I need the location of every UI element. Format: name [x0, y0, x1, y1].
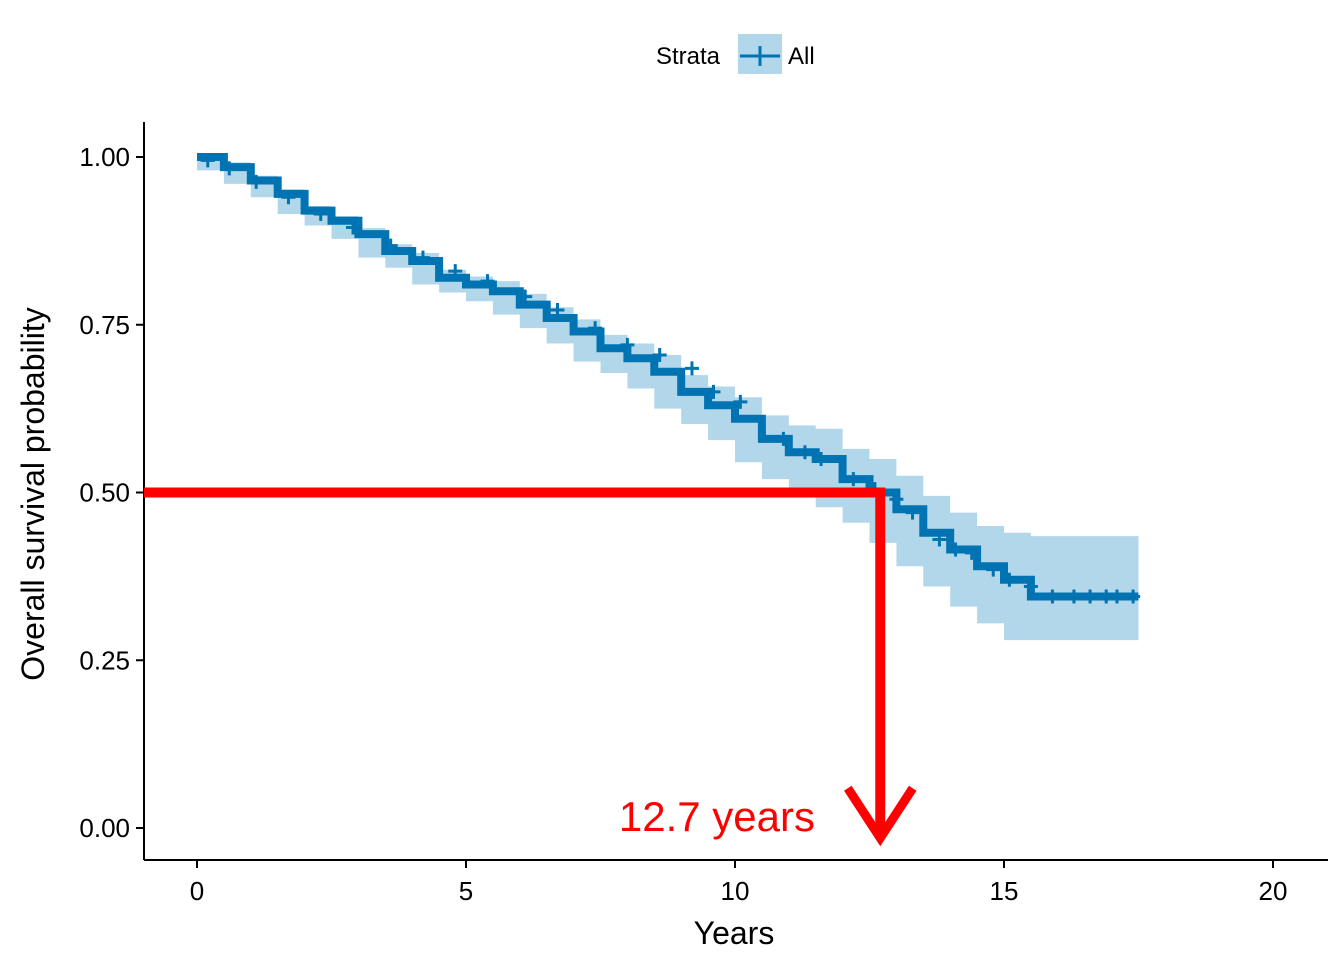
censor-mark: [964, 545, 979, 560]
median-annotation: 12.7 years: [144, 487, 917, 847]
censor-mark: [889, 492, 904, 507]
censor-mark: [313, 207, 328, 222]
x-tick-label: 15: [990, 876, 1019, 906]
median-arrowhead: [844, 785, 917, 847]
x-tick-label: 10: [721, 876, 750, 906]
censor-mark: [200, 153, 215, 168]
censor-mark: [415, 250, 430, 265]
median-label: 12.7 years: [619, 793, 815, 840]
censor-mark: [281, 190, 296, 205]
censor-mark: [383, 238, 398, 253]
censor-mark: [814, 451, 829, 466]
y-axis-title: Overall survival probability: [15, 307, 51, 680]
x-tick-label: 0: [190, 876, 204, 906]
censor-mark: [733, 394, 748, 409]
censor-mark: [797, 445, 812, 460]
censor-mark: [1126, 589, 1141, 604]
censor-mark: [249, 174, 264, 189]
censor-mark: [1045, 589, 1060, 604]
censor-mark: [1002, 572, 1017, 587]
confidence-band: [197, 157, 1139, 641]
censor-mark: [948, 542, 963, 557]
censor-marks-layer: [200, 153, 1141, 604]
survival-line-all: [197, 153, 1139, 601]
y-tick-label: 0.25: [79, 645, 130, 675]
censor-mark: [986, 562, 1001, 577]
censor-mark: [846, 472, 861, 487]
legend-title: Strata: [656, 43, 721, 70]
censor-mark: [652, 347, 667, 362]
survival-line-layer: [197, 153, 1139, 601]
censor-mark: [905, 505, 920, 520]
y-tick-label: 0.00: [79, 813, 130, 843]
censor-mark: [1083, 589, 1098, 604]
censor-mark: [684, 361, 699, 376]
confidence-band-layer: [197, 157, 1139, 641]
axes: 0 5 10 15 20 0.00 0.25 0.50 0.75 1.00: [79, 122, 1328, 906]
censor-mark: [620, 337, 635, 352]
y-tick-label: 0.50: [79, 478, 130, 508]
censor-mark: [222, 161, 237, 176]
censor-mark: [588, 321, 603, 336]
censor-mark: [480, 274, 495, 289]
censor-mark: [1023, 579, 1038, 594]
legend-entry-all: All: [788, 43, 815, 70]
y-tick-label: 1.00: [79, 142, 130, 172]
censor-mark: [932, 532, 947, 547]
legend: Strata All: [656, 34, 815, 74]
censor-mark: [550, 302, 565, 317]
y-tick-label: 0.75: [79, 310, 130, 340]
x-tick-label: 5: [459, 876, 473, 906]
censor-mark: [706, 384, 721, 399]
x-axis-title: Years: [694, 915, 775, 951]
censor-mark: [448, 264, 463, 279]
x-tick-label: 20: [1259, 876, 1288, 906]
censor-mark: [346, 220, 361, 235]
censor-mark: [1066, 589, 1081, 604]
censor-mark: [518, 289, 533, 304]
censor-mark: [776, 431, 791, 446]
censor-mark: [1109, 589, 1124, 604]
